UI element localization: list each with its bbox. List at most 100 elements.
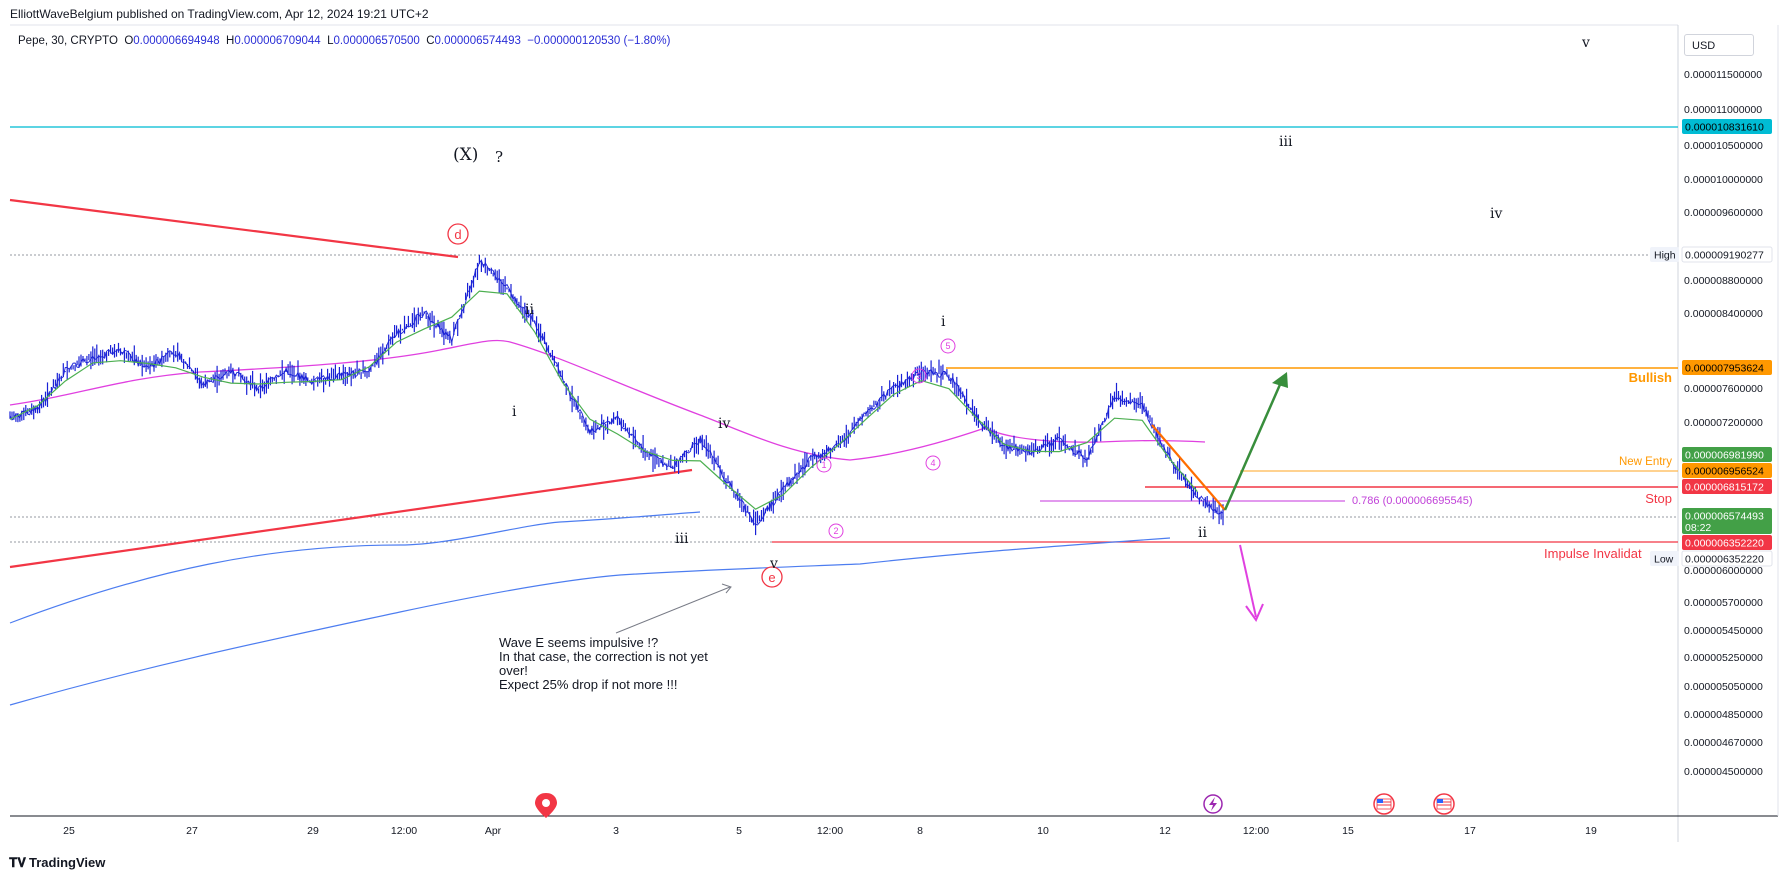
price-badge-value: 0.000009190277 (1685, 250, 1764, 262)
x-tick-label: 15 (1342, 825, 1354, 837)
y-tick-label: 0.000009600000 (1684, 207, 1763, 219)
stop-label: Stop (1645, 491, 1672, 506)
price-badge (1682, 360, 1772, 375)
annotation-pointer (615, 586, 731, 634)
change-value: −0.000000120530 (−1.80%) (527, 35, 671, 47)
annotation-line-1: Wave E seems impulsive !? (499, 635, 659, 650)
location-pin-icon[interactable] (535, 793, 557, 818)
annotation-line-4: Expect 25% drop if not more !!! (499, 677, 678, 692)
annotation-line-2: In that case, the correction is not yet (499, 649, 708, 664)
high-value: 0.000006709044 (234, 35, 321, 47)
us-flag-event-icon[interactable] (1373, 793, 1395, 815)
currency-selector[interactable]: USD (1684, 34, 1754, 56)
tradingview-mark-icon: 𝐓𝐕 (9, 856, 26, 871)
price-series (9, 254, 1224, 536)
open-value: 0.000006694948 (133, 35, 220, 47)
x-tick-label: 19 (1585, 825, 1597, 837)
price-badge (1681, 550, 1773, 567)
wave-label-question: ? (495, 148, 503, 166)
y-tick-label: 0.000008800000 (1684, 275, 1763, 287)
x-tick-label: 12:00 (1243, 825, 1269, 837)
price-badge-value: 0.000010831610 (1685, 122, 1764, 134)
y-tick-label: 0.000006000000 (1684, 565, 1763, 577)
green-arrowhead (1272, 372, 1288, 388)
minor-wave-5-circle (940, 338, 956, 354)
price-badge (1682, 479, 1772, 494)
minor-wave-labels (816, 338, 956, 539)
price-badge-tag (1650, 551, 1679, 566)
x-tick-label: 8 (917, 825, 923, 837)
symbol-ohlc-legend: Pepe, 30, CRYPTO O0.000006694948 H0.0000… (18, 35, 670, 47)
wave-label-v-b: v (1581, 35, 1590, 51)
x-tick-label: 12:00 (391, 825, 417, 837)
close-value: 0.000006574493 (434, 35, 521, 47)
low-label: L (327, 35, 334, 47)
wave-label-iv-b: iv (1490, 206, 1502, 222)
price-close-line (9, 259, 1224, 526)
price-badge-value: 0.000007953624 (1685, 363, 1764, 375)
fib-0786-label: 0.786 (0.000006695545) (1352, 495, 1473, 507)
y-tick-label: 0.000010000000 (1684, 174, 1763, 186)
y-tick-label: 0.000011500000 (1684, 69, 1762, 81)
time-axis-ticks: 25 27 29 12:00 Apr 3 5 12:00 8 10 12 12:00 15 17 19 (63, 825, 1597, 837)
minor-wave-4: 4 (930, 458, 935, 468)
minor-wave-4-circle (925, 455, 941, 471)
y-tick-label: 0.000004670000 (1684, 737, 1763, 749)
minor-wave-2: 2 (833, 526, 838, 536)
annotation-line-3: over! (499, 663, 528, 678)
wave-label-i-b: i (941, 314, 946, 330)
magenta-projection-arrow (1239, 544, 1257, 618)
price-badge-value: 0.000006574493 (1685, 511, 1764, 523)
minor-wave-1: 1 (821, 460, 826, 470)
open-label: O (124, 35, 134, 47)
y-tick-label: 0.000008400000 (1684, 308, 1763, 320)
bullish-label: Bullish (1629, 370, 1672, 385)
price-badge (1681, 246, 1773, 263)
wave-label-X: (X) (453, 145, 478, 165)
x-tick-label: 12 (1159, 825, 1171, 837)
price-badge-tag-text: Low (1654, 554, 1674, 566)
price-badge (1682, 447, 1772, 462)
price-badge (1682, 535, 1772, 550)
minor-wave-3-circle (911, 368, 927, 384)
price-badge-value: 0.000006956524 (1685, 466, 1764, 478)
minor-wave-2-circle (828, 523, 844, 539)
price-axis-badges: 0.000010831610 0.000009190277 High 0.000007… (1650, 119, 1773, 567)
price-badge-value: 0.000006352220 (1685, 538, 1764, 550)
ma-fast-line (9, 290, 1198, 510)
x-tick-label: 10 (1037, 825, 1049, 837)
publisher-caption: ElliottWaveBelgium published on TradingV… (10, 7, 429, 21)
x-tick-label: 3 (613, 825, 619, 837)
brand-name: TradingView (29, 855, 106, 870)
low-value: 0.000006570500 (333, 35, 420, 47)
x-tick-label: 29 (307, 825, 319, 837)
wave-label-d: d (454, 227, 461, 242)
y-tick-label: 0.000010500000 (1684, 140, 1763, 152)
lightning-event-icon[interactable] (1203, 794, 1223, 814)
y-tick-label: 0.000005700000 (1684, 597, 1763, 609)
wave-label-iii-a: iii (675, 531, 689, 547)
us-flag-event-icon-2[interactable] (1433, 793, 1455, 815)
price-badge-value: 0.000006981990 (1685, 450, 1764, 462)
orange-drop-line (1151, 424, 1226, 511)
ma-slow-line (9, 339, 1206, 461)
y-tick-label: 0.000004850000 (1684, 709, 1763, 721)
price-badge-tag (1650, 247, 1679, 262)
minor-wave-3: 3 (916, 371, 921, 381)
tradingview-logo[interactable]: 𝐓𝐕 TradingView (9, 855, 105, 871)
x-tick-label: 27 (186, 825, 198, 837)
wave-label-i-a: i (512, 404, 517, 420)
y-tick-label: 0.000007600000 (1684, 383, 1763, 395)
wave-label-ii-b: ii (1198, 525, 1207, 541)
price-badge (1682, 508, 1772, 534)
wave-label-iii-b: iii (1279, 134, 1293, 150)
x-tick-label: 5 (736, 825, 742, 837)
y-tick-label: 0.000007200000 (1684, 417, 1763, 429)
annotation-pointer-head (721, 583, 732, 594)
wave-label-iv-a: iv (718, 416, 730, 432)
y-tick-label: 0.000005050000 (1684, 681, 1763, 693)
symbol-name[interactable]: Pepe, 30, CRYPTO (18, 35, 118, 47)
price-badge (1682, 119, 1772, 134)
